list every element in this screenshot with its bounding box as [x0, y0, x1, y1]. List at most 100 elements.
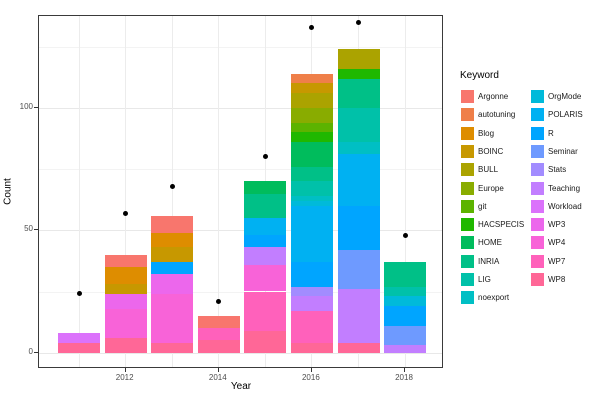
legend-label-autotuning: autotuning	[478, 110, 516, 120]
gridline-minor-y75	[39, 169, 442, 171]
legend-swatch-POLARIS	[531, 108, 544, 122]
point-dot-2014	[216, 298, 222, 304]
bar-segment-2015-POLARIS	[244, 218, 287, 236]
point-dot-2017	[356, 19, 361, 25]
bar-segment-2018-Seminar	[384, 325, 426, 346]
legend-label-R: R	[548, 128, 554, 138]
legend-label-HACSPECIS: HACSPECIS	[478, 220, 525, 230]
bar-segment-2014-WP8	[197, 340, 240, 353]
bar-segment-2017-HACSPECIS	[337, 68, 380, 79]
legend-label-noexport: noexport	[478, 293, 510, 303]
legend-label-Europe: Europe	[478, 183, 504, 193]
plot-panel	[38, 15, 443, 368]
legend-label-WP8: WP8	[548, 275, 566, 284]
legend-swatch-Europe	[461, 181, 474, 195]
bar-segment-2013-WP4	[151, 293, 194, 343]
y-tick-label-50: 50	[24, 224, 33, 234]
legend-label-git: git	[478, 201, 487, 211]
legend-swatch-LIG	[461, 273, 474, 286]
bar-segment-2012-WP8	[104, 338, 147, 353]
legend-swatch-BOINC	[461, 144, 474, 158]
bar-segment-2015-HOME	[244, 181, 287, 194]
legend-label-BULL: BULL	[478, 165, 499, 175]
gridline-x-2013	[171, 16, 173, 367]
bar-segment-2016-INRIA	[290, 166, 333, 182]
bar-segment-2013-Blog	[151, 232, 194, 248]
legend-label-LIG: LIG	[478, 275, 491, 284]
legend-swatch-Seminar	[531, 144, 544, 158]
point-dot-2012	[123, 210, 129, 216]
legend-label-HOME: HOME	[478, 238, 502, 248]
bar-segment-2015-Teaching	[244, 247, 287, 265]
bar-segment-2017-WP8	[337, 342, 380, 353]
legend-swatch-WP7	[531, 254, 544, 268]
y-tick-label-0: 0	[28, 346, 33, 356]
bar-segment-2015-WP4	[244, 264, 287, 292]
bar-segment-2015-WP8	[244, 330, 287, 353]
bar-segment-2012-Blog	[104, 267, 147, 285]
legend-label-Workload: Workload	[548, 201, 582, 211]
legend-swatch-WP4	[531, 236, 544, 250]
legend-label-BOINC: BOINC	[478, 146, 504, 156]
bar-segment-2013-Argonne	[151, 215, 194, 233]
bar-segment-2015-WP7	[244, 291, 287, 331]
legend-swatch-autotuning	[461, 108, 474, 122]
legend-swatch-BULL	[461, 163, 474, 177]
gridline-x-2014	[218, 16, 220, 367]
legend-swatch-WP8	[531, 273, 544, 286]
x-tick-mark-2018	[404, 368, 405, 372]
bar-segment-2014-WP7	[197, 328, 240, 341]
gridline-minor-y25	[39, 291, 442, 293]
bar-segment-2016-noexport	[290, 196, 333, 201]
bar-segment-2012-Argonne	[104, 254, 147, 267]
bar-segment-2016-BULL	[290, 93, 333, 108]
legend-label-POLARIS: POLARIS	[548, 110, 583, 120]
x-tick-label-2018: 2018	[395, 373, 413, 382]
bar-segment-2015-INRIA	[244, 193, 287, 219]
gridline-x-2012	[125, 16, 127, 367]
point-dot-2018	[402, 232, 408, 238]
legend-label-WP7: WP7	[548, 256, 566, 266]
legend-swatch-Argonne	[461, 90, 474, 103]
bar-segment-2016-BOINC	[290, 83, 333, 94]
x-tick-label-2014: 2014	[208, 373, 227, 382]
x-tick-mark-2012	[124, 368, 126, 372]
bar-segment-2012-BOINC	[104, 284, 147, 294]
legend-swatch-WP3	[531, 218, 544, 232]
gridline-major-y50	[39, 230, 442, 232]
bar-segment-2013-BOINC	[151, 247, 194, 263]
legend-swatch-Blog	[461, 126, 474, 140]
legend-swatch-git	[461, 199, 474, 213]
bar-segment-2016-HOME	[290, 142, 333, 167]
bar-segment-2012-WP4	[104, 308, 147, 338]
gridline-major-y0	[39, 352, 442, 354]
bar-segment-2016-POLARIS	[290, 205, 333, 263]
legend-label-WP4: WP4	[548, 238, 566, 248]
y-tick-mark-100	[34, 106, 38, 108]
legend-swatch-noexport	[461, 291, 474, 305]
bar-segment-2014-Argonne	[197, 315, 240, 329]
legend-swatch-HACSPECIS	[461, 218, 474, 232]
y-tick-mark-0	[34, 351, 38, 353]
x-tick-mark-2016	[310, 368, 312, 372]
bar-segment-2012-WP3	[104, 293, 147, 309]
bar-segment-2017-POLARIS	[337, 154, 380, 206]
bar-segment-2017-BULL	[337, 49, 380, 69]
bar-segment-2018-OrgMode	[384, 296, 426, 307]
y-tick-mark-50	[34, 229, 38, 231]
legend-swatch-INRIA	[461, 254, 474, 268]
bar-segment-2016-autotuning	[290, 73, 333, 84]
bar-segment-2018-R	[384, 306, 426, 326]
bar-segment-2016-Europe	[290, 107, 333, 123]
legend-swatch-Teaching	[531, 181, 544, 195]
legend-swatch-R	[531, 126, 544, 140]
gridline-major-y100	[39, 107, 442, 109]
legend-label-Stats: Stats	[548, 165, 567, 175]
x-axis-title: Year	[230, 381, 252, 392]
bar-segment-2016-WP8	[290, 342, 333, 353]
bar-segment-2017-LIG	[337, 107, 380, 143]
legend-title: Keyword	[460, 70, 499, 81]
gridline-x-2011	[78, 16, 80, 367]
bar-segment-2016-Teaching	[290, 296, 333, 312]
